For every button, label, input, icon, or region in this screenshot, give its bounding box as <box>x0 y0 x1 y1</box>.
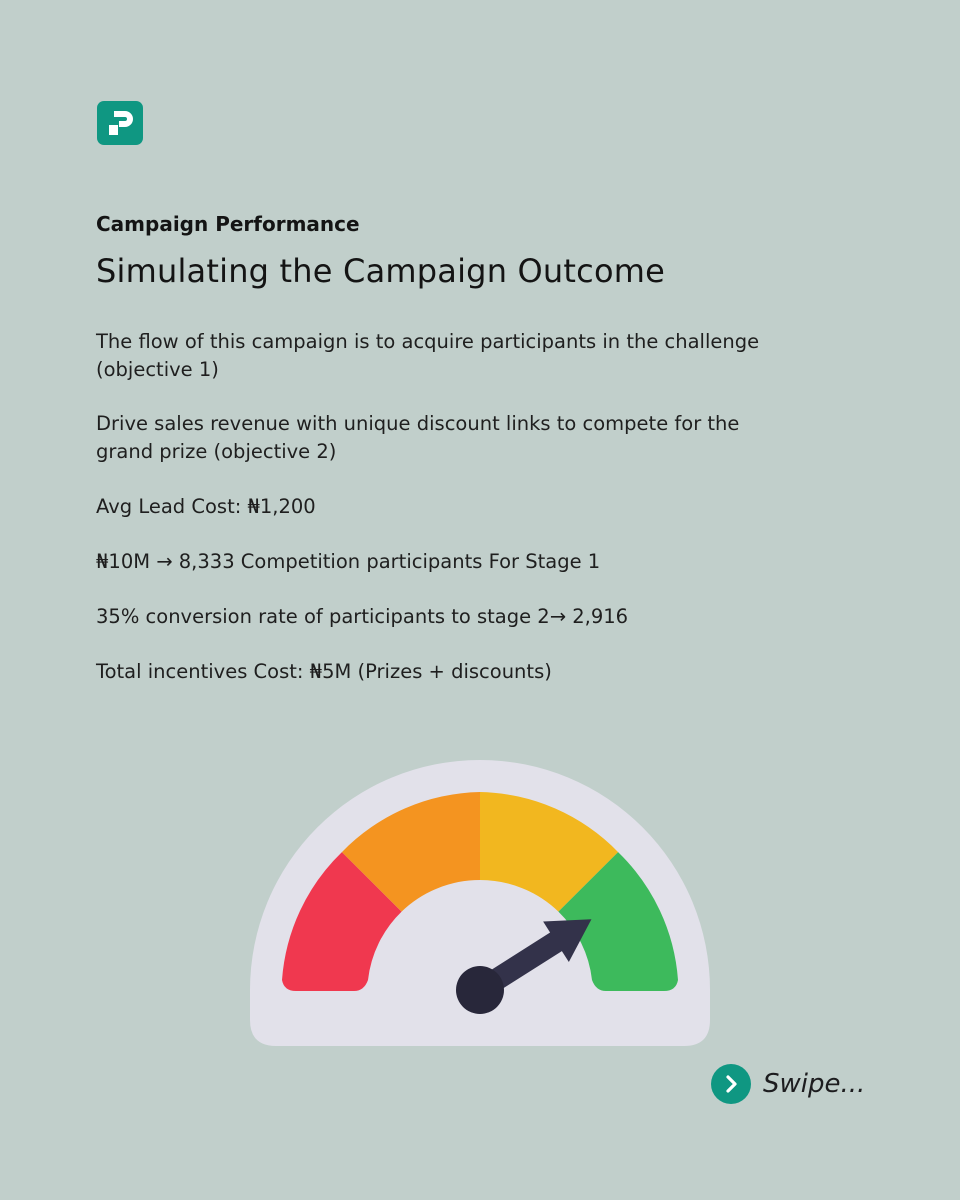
swipe-button[interactable] <box>711 1064 751 1104</box>
chevron-right-icon <box>726 1075 737 1093</box>
brand-logo <box>97 101 143 145</box>
paragraph-objective-2: Drive sales revenue with unique discount… <box>96 412 740 463</box>
section-eyebrow: Campaign Performance <box>96 212 360 236</box>
speedometer-icon <box>240 750 720 1060</box>
gauge-needle <box>474 919 592 1000</box>
gauge-segment-yellow <box>480 792 619 912</box>
swipe-prompt[interactable]: Swipe... <box>711 1063 865 1105</box>
gauge-segment-red <box>282 852 402 991</box>
speedometer-graphic <box>250 760 710 1046</box>
swipe-label: Swipe... <box>763 1069 866 1099</box>
page-title: Simulating the Campaign Outcome <box>96 252 665 290</box>
paragraph-objective-1: The flow of this campaign is to acquire … <box>96 330 760 381</box>
paragraph-stage-2: 35% conversion rate of participants to s… <box>96 605 629 628</box>
gauge-hub <box>456 966 504 1014</box>
gauge-segment-orange <box>341 792 480 912</box>
paragraph-stage-1: ₦10M → 8,333 Competition participants Fo… <box>96 550 601 573</box>
gauge-segment-green <box>558 852 678 991</box>
paragraph-lead-cost: Avg Lead Cost: ₦1,200 <box>96 495 316 518</box>
paragraph-incentives: Total incentives Cost: ₦5M (Prizes + dis… <box>96 660 552 683</box>
